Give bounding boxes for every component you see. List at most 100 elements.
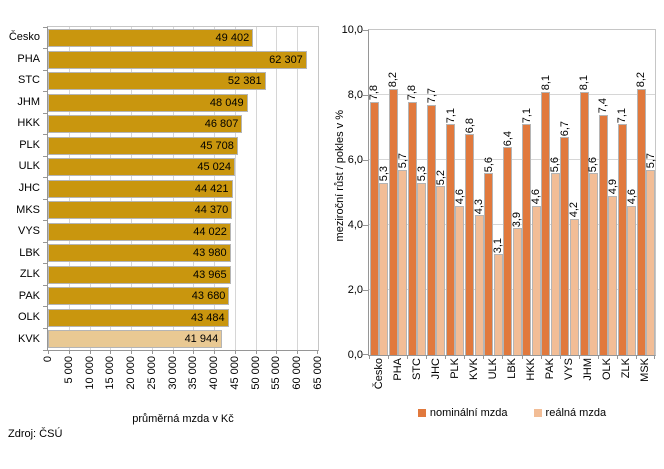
axis-tick xyxy=(445,355,447,359)
bar: 46 807 xyxy=(48,115,243,134)
axis-tick xyxy=(43,349,48,351)
bar xyxy=(512,228,522,355)
gridline xyxy=(276,27,278,350)
axis-tick xyxy=(43,306,48,308)
bar-value-label: 43 680 xyxy=(191,290,226,303)
bar-value-label: 44 421 xyxy=(194,182,229,195)
category-label: OLK xyxy=(601,358,614,381)
bar-value-label: 46 807 xyxy=(204,118,239,131)
axis-tick xyxy=(363,95,368,96)
bar-value-label: 48 049 xyxy=(209,96,244,109)
y-tick-label: 2,0 xyxy=(347,284,363,296)
category-label: STC xyxy=(410,358,423,380)
bar-value-label: 7,8 xyxy=(368,85,381,101)
bar-value-label: 5,7 xyxy=(644,153,657,169)
axis-tick xyxy=(151,350,153,354)
category-label: ULK xyxy=(486,358,499,380)
bar-value-label: 6,4 xyxy=(501,130,514,146)
bar xyxy=(474,215,484,355)
axis-tick xyxy=(363,30,368,31)
bar xyxy=(369,101,379,355)
bar-value-label: 6,8 xyxy=(463,117,476,133)
bar: 45 024 xyxy=(48,158,236,177)
bar: 41 944 xyxy=(48,330,223,349)
legend: nominální mzda reálná mzda xyxy=(369,407,655,419)
axis-tick xyxy=(597,355,599,359)
legend-item: nominální mzda xyxy=(417,407,508,419)
left-category-axis-labels: Česko PHA STC JHM HKK PLK ULK JHC MKS VYS LBK ZLK PA… xyxy=(0,27,44,350)
axis-tick xyxy=(48,350,49,354)
bar xyxy=(484,173,494,355)
axis-tick xyxy=(43,69,48,71)
bar xyxy=(550,173,560,355)
category-label: ULK xyxy=(18,160,40,173)
category-label: ZLK xyxy=(620,358,633,379)
bar-value-label: 8,1 xyxy=(539,75,552,91)
axis-tick xyxy=(502,355,504,359)
y-tick-label: 4,0 xyxy=(347,219,363,231)
bar xyxy=(522,124,532,355)
category-label: JHC xyxy=(429,358,442,380)
gridline xyxy=(255,27,257,350)
axis-tick xyxy=(635,355,637,359)
bar xyxy=(417,182,427,355)
category-label: HKK xyxy=(525,358,538,381)
category-label: LBK xyxy=(506,358,518,379)
axis-tick xyxy=(559,355,561,359)
axis-tick xyxy=(131,350,133,354)
bar: 44 370 xyxy=(48,201,233,220)
bar: 44 421 xyxy=(48,179,233,198)
axis-tick xyxy=(43,112,48,114)
bar xyxy=(465,134,475,355)
axis-tick xyxy=(654,355,655,359)
bar-value-label: 45 708 xyxy=(200,139,234,152)
bar xyxy=(588,173,598,355)
axis-tick xyxy=(363,225,368,226)
category-label: LBK xyxy=(19,246,40,259)
legend-swatch xyxy=(533,409,542,417)
bar: 45 708 xyxy=(48,136,238,155)
axis-tick xyxy=(43,155,48,157)
category-label: PHA xyxy=(17,52,40,65)
category-label: ZLK xyxy=(19,268,40,281)
bar-value-label: 52 381 xyxy=(227,75,262,88)
category-label: PLK xyxy=(19,138,40,151)
bar: 52 381 xyxy=(48,72,266,91)
gridline xyxy=(369,94,655,95)
category-label: OLK xyxy=(17,311,40,324)
legend-label: nominální mzda xyxy=(429,407,508,419)
axis-tick xyxy=(464,355,466,359)
bar-value-label: 43 965 xyxy=(192,268,227,281)
bar-value-label: 49 402 xyxy=(215,32,250,44)
bar: 43 980 xyxy=(48,244,231,263)
bar-value-label: 44 022 xyxy=(193,225,227,238)
axis-tick xyxy=(521,355,523,359)
bar-value-label: 41 944 xyxy=(184,333,219,346)
axis-tick xyxy=(407,355,409,359)
bar-value-label: 62 307 xyxy=(269,53,303,66)
bar-value-label: 5,6 xyxy=(482,156,495,172)
gridline xyxy=(234,27,236,350)
bar xyxy=(446,124,456,355)
bar xyxy=(388,88,398,355)
axis-tick xyxy=(317,350,318,354)
bar: 44 022 xyxy=(48,222,231,241)
bar-value-label: 43 484 xyxy=(190,311,225,324)
axis-tick xyxy=(68,350,70,354)
bar: 62 307 xyxy=(48,50,307,69)
bar-value-label: 43 980 xyxy=(193,247,227,260)
bar xyxy=(617,124,627,355)
bar-value-label: 7,8 xyxy=(406,85,419,101)
bar xyxy=(627,205,637,355)
axis-tick xyxy=(110,350,112,354)
axis-tick xyxy=(540,355,542,359)
left-x-axis-title: průměrná mzda v Kč xyxy=(132,413,234,425)
category-label: KVK xyxy=(467,358,480,381)
axis-tick xyxy=(276,350,278,354)
axis-tick xyxy=(43,327,48,329)
bar xyxy=(598,114,608,355)
category-label: Česko xyxy=(372,358,385,390)
bar-value-label: 8,2 xyxy=(387,72,400,88)
category-label: KVK xyxy=(17,332,40,345)
y-tick-label: 10,0 xyxy=(341,24,363,36)
